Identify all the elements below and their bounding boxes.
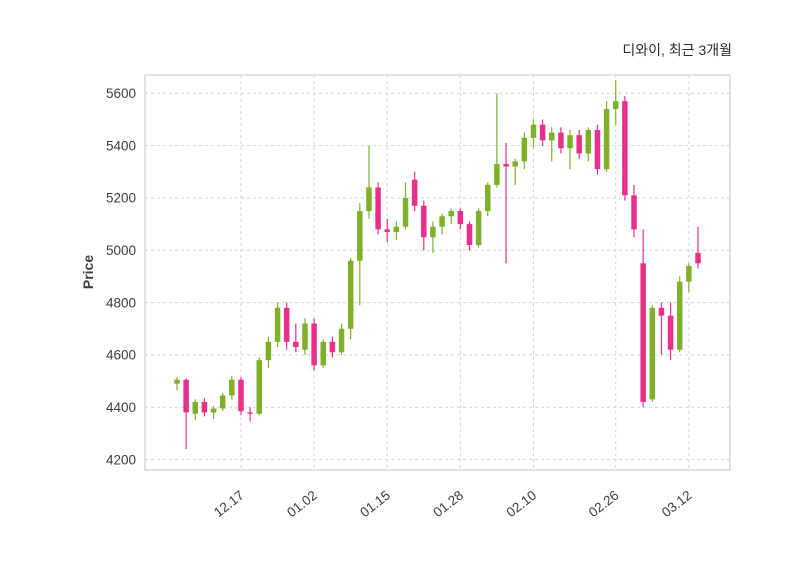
candle-body-down: [201, 401, 208, 413]
candle-body-up: [512, 161, 518, 167]
candle-body-up: [549, 132, 555, 141]
candle-body-up: [530, 124, 537, 138]
candle-body-up: [302, 323, 308, 350]
chart-title: 디와이, 최근 3개월: [622, 42, 732, 58]
candle-body-down: [622, 101, 628, 196]
candle-body-up: [612, 101, 619, 110]
candle-body-up: [686, 265, 692, 282]
candle-body-up: [174, 379, 180, 384]
candle-body-down: [503, 163, 509, 167]
candle-body-up: [274, 307, 281, 342]
y-tick-label: 5000: [106, 243, 136, 258]
candle-body-down: [375, 187, 381, 230]
candle-body-down: [293, 341, 299, 348]
candle-body-up: [439, 216, 445, 227]
candle-body-down: [329, 341, 336, 353]
candle-body-down: [594, 129, 601, 170]
candle-body-down: [576, 135, 582, 154]
x-tick-label: 01.28: [430, 488, 466, 521]
candle-body-up: [494, 163, 500, 185]
candle-body-down: [311, 323, 317, 366]
candle-body-down: [466, 224, 473, 246]
candle-body-up: [219, 395, 226, 409]
y-tick-label: 4400: [106, 400, 136, 415]
candle-body-down: [411, 179, 418, 206]
candle-body-up: [521, 137, 528, 162]
candle-body-up: [393, 226, 400, 232]
y-tick-label: 5200: [106, 191, 136, 206]
candle-body-down: [183, 379, 189, 413]
x-tick-label: 02.10: [503, 488, 539, 521]
candle-body-up: [338, 328, 345, 353]
candle-body-down: [640, 263, 646, 402]
y-tick-label: 5600: [106, 86, 136, 101]
candle-body-up: [320, 341, 326, 366]
x-tick-label: 01.15: [357, 488, 393, 521]
candle-body-down: [384, 229, 390, 232]
candle-body-up: [567, 135, 573, 149]
candle-body-up: [475, 211, 482, 246]
y-tick-label: 4600: [106, 348, 136, 363]
candle-body-up: [210, 408, 217, 413]
candle-body-down: [457, 211, 464, 225]
candle-body-down: [658, 307, 665, 316]
candle-body-up: [192, 401, 199, 414]
candle-body-up: [448, 211, 454, 217]
candle-body-down: [238, 379, 244, 412]
candle-body-up: [357, 211, 363, 261]
candle-body-down: [247, 412, 253, 414]
candle-body-up: [402, 197, 409, 227]
x-tick-label: 03.12: [659, 488, 695, 521]
candle-body-down: [558, 132, 564, 149]
x-tick-label: 02.26: [586, 488, 622, 521]
candle-body-up: [265, 341, 272, 361]
candle-body-up: [603, 109, 610, 170]
candle-body-down: [539, 124, 546, 141]
candle-body-down: [631, 195, 637, 230]
plot-border: [144, 74, 731, 471]
y-tick-label: 4200: [106, 452, 136, 467]
candle-body-up: [229, 379, 235, 396]
candle-body-up: [430, 226, 436, 238]
candle-body-up: [649, 307, 656, 400]
candle-body-down: [283, 307, 290, 342]
candle-body-up: [256, 360, 263, 414]
candle-body-up: [485, 184, 491, 212]
candle-body-up: [347, 260, 354, 329]
candle-body-up: [676, 281, 683, 350]
candle-body-down: [667, 315, 674, 350]
y-tick-label: 4800: [106, 295, 136, 310]
candle-body-down: [695, 252, 701, 264]
candle-body-up: [366, 187, 372, 212]
y-tick-label: 5400: [106, 138, 136, 153]
candle-body-up: [585, 129, 592, 154]
candle-body-down: [421, 205, 427, 238]
x-tick-label: 12.17: [211, 488, 247, 521]
x-tick-label: 01.02: [284, 488, 320, 521]
